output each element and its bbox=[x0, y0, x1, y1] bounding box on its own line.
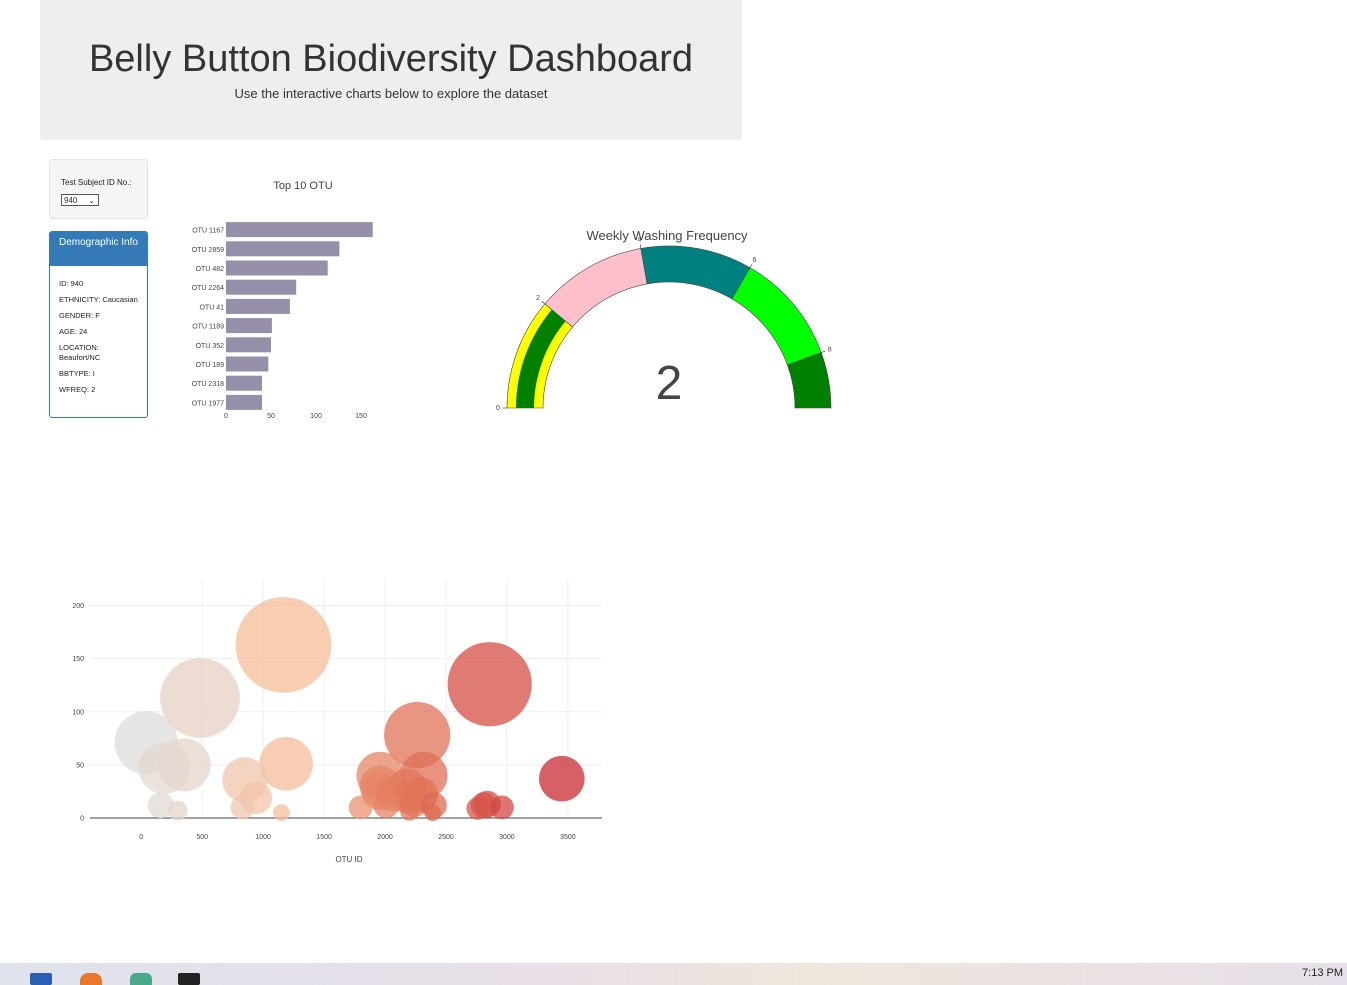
gauge-tick-mark bbox=[821, 350, 826, 353]
bar-chart-title: Top 10 OTU bbox=[273, 180, 332, 192]
gauge-band bbox=[787, 352, 832, 409]
otu-bubble-chart[interactable]: 0 500 1000 1500 2000 2500 3000 3500 0 50 100 150 200… bbox=[60, 575, 620, 875]
gauge-tick-mark bbox=[541, 301, 546, 305]
bubble-point[interactable] bbox=[147, 792, 174, 819]
gauge-tick-label: 6 bbox=[753, 257, 757, 264]
bubble-xlabel: OTU ID bbox=[335, 855, 362, 864]
bar-otu-2264[interactable] bbox=[226, 279, 297, 295]
firefox-icon[interactable] bbox=[80, 973, 102, 985]
demo-location: LOCATION: Beaufort/NC bbox=[59, 343, 101, 362]
bubble-point[interactable] bbox=[138, 742, 190, 794]
subject-id-dropdown[interactable]: 940 ⌄ bbox=[61, 194, 99, 206]
demo-age: AGE: 24 bbox=[59, 327, 88, 336]
bar-otu-482[interactable] bbox=[226, 260, 328, 276]
demographic-info-heading: Demographic Info bbox=[50, 232, 147, 266]
demo-gender: GENDER: F bbox=[59, 311, 100, 320]
bubble-x-tick: 500 bbox=[196, 834, 208, 841]
chevron-down-icon: ⌄ bbox=[88, 196, 95, 205]
page-title: Belly Button Biodiversity Dashboard bbox=[88, 38, 694, 80]
bar-category-label: OTU 2318 bbox=[192, 381, 224, 388]
bubble-x-tick: 1000 bbox=[255, 834, 271, 841]
gauge-band bbox=[640, 245, 751, 300]
gauge-tick-label: 2 bbox=[536, 295, 540, 302]
bar-category-label: OTU 352 bbox=[196, 343, 225, 350]
gauge-tick-mark bbox=[749, 264, 753, 268]
bubble-point[interactable] bbox=[230, 795, 255, 820]
bubble-point[interactable] bbox=[273, 804, 290, 822]
demographic-info-panel: Demographic Info ID: 940 ETHNICITY: Cauc… bbox=[49, 231, 148, 418]
bar-category-label: OTU 482 bbox=[196, 266, 225, 273]
bar-otu-1977[interactable] bbox=[226, 394, 262, 410]
bar-category-label: OTU 1977 bbox=[192, 400, 224, 407]
bar-category-label: OTU 189 bbox=[196, 362, 225, 369]
bar-otu-2318[interactable] bbox=[226, 375, 262, 391]
word-icon[interactable] bbox=[30, 973, 52, 985]
taskbar-clock: 7:13 PM bbox=[1302, 967, 1343, 979]
bubble-point[interactable] bbox=[424, 804, 441, 822]
gauge-band bbox=[544, 248, 648, 328]
bubble-point[interactable] bbox=[235, 597, 332, 693]
bubble-point[interactable] bbox=[384, 702, 451, 769]
bar-category-label: OTU 1189 bbox=[192, 324, 224, 331]
page-subtitle: Use the interactive charts below to expl… bbox=[234, 86, 548, 101]
demographic-info-body: ID: 940 ETHNICITY: Caucasian GENDER: F A… bbox=[50, 266, 147, 395]
demo-id: ID: 940 bbox=[59, 279, 84, 288]
washing-frequency-gauge[interactable]: Weekly Washing Frequency 0 2 4 6 8 2 bbox=[490, 220, 840, 425]
top10-otu-bar-chart[interactable]: Top 10 OTU OTU 1167 OTU 2859 OTU 482 OTU 22… bbox=[160, 170, 400, 430]
bubble-point[interactable] bbox=[539, 755, 585, 802]
bubble-x-tick: 2000 bbox=[377, 834, 393, 841]
gauge-value-bar bbox=[516, 309, 566, 408]
bubble-point[interactable] bbox=[490, 795, 514, 820]
bubble-point[interactable] bbox=[160, 658, 240, 738]
bubble-x-tick: 0 bbox=[139, 834, 143, 841]
gauge-band bbox=[731, 267, 822, 366]
bubble-point[interactable] bbox=[400, 802, 419, 821]
gauge-tick-label: 0 bbox=[496, 405, 500, 412]
demo-bbtype: BBTYPE: I bbox=[59, 369, 95, 378]
bar-category-label: OTU 2859 bbox=[192, 247, 224, 254]
bubble-y-tick: 50 bbox=[76, 762, 84, 769]
bubble-point[interactable] bbox=[466, 797, 490, 820]
bar-category-label: OTU 2264 bbox=[192, 285, 224, 292]
bar-otu-41[interactable] bbox=[226, 298, 290, 314]
bubble-point[interactable] bbox=[373, 792, 400, 819]
subject-selector-label: Test Subject ID No.: bbox=[61, 178, 132, 187]
bar-otu-2859[interactable] bbox=[226, 241, 340, 257]
bubble-y-tick: 0 bbox=[80, 816, 84, 823]
bar-x-tick: 0 bbox=[224, 413, 228, 420]
bubble-y-tick: 200 bbox=[72, 603, 84, 610]
gauge-value: 2 bbox=[656, 357, 683, 410]
bubble-x-tick: 2500 bbox=[438, 834, 454, 841]
bar-x-tick: 50 bbox=[267, 413, 275, 420]
subject-id-selected: 940 bbox=[64, 196, 78, 205]
bubble-point[interactable] bbox=[348, 795, 373, 820]
gauge-tick-label: 4 bbox=[637, 237, 641, 244]
gauge-tick-label: 8 bbox=[828, 347, 832, 354]
bubble-x-tick: 3000 bbox=[499, 834, 515, 841]
bar-otu-1189[interactable] bbox=[226, 318, 272, 334]
demo-ethnicity: ETHNICITY: Caucasian bbox=[59, 295, 138, 304]
bubble-y-tick: 150 bbox=[72, 656, 84, 663]
bar-otu-1167[interactable] bbox=[226, 222, 373, 238]
gauge-tick-mark bbox=[639, 244, 642, 249]
bar-x-tick: 150 bbox=[355, 413, 367, 420]
bar-category-label: OTU 41 bbox=[199, 304, 224, 311]
subject-selector-well: Test Subject ID No.: 940 ⌄ bbox=[49, 159, 148, 219]
bubble-y-tick: 100 bbox=[72, 709, 84, 716]
bar-x-tick: 100 bbox=[310, 413, 322, 420]
bubble-point[interactable] bbox=[447, 642, 532, 727]
bubble-point[interactable] bbox=[167, 800, 188, 821]
demo-wfreq: WFREQ: 2 bbox=[59, 385, 96, 394]
gauge-title: Weekly Washing Frequency bbox=[586, 228, 748, 243]
bar-otu-189[interactable] bbox=[226, 356, 269, 372]
bubble-x-tick: 1500 bbox=[316, 834, 332, 841]
taskbar: 7:13 PM bbox=[0, 963, 1347, 985]
bar-otu-352[interactable] bbox=[226, 337, 271, 353]
bubble-point[interactable] bbox=[259, 737, 313, 791]
bar-category-label: OTU 1167 bbox=[192, 228, 224, 235]
header-jumbotron: Belly Button Biodiversity Dashboard Use … bbox=[40, 0, 742, 140]
terminal-icon[interactable] bbox=[178, 973, 200, 985]
slack-icon[interactable] bbox=[130, 973, 152, 985]
bubble-x-tick: 3500 bbox=[560, 834, 576, 841]
